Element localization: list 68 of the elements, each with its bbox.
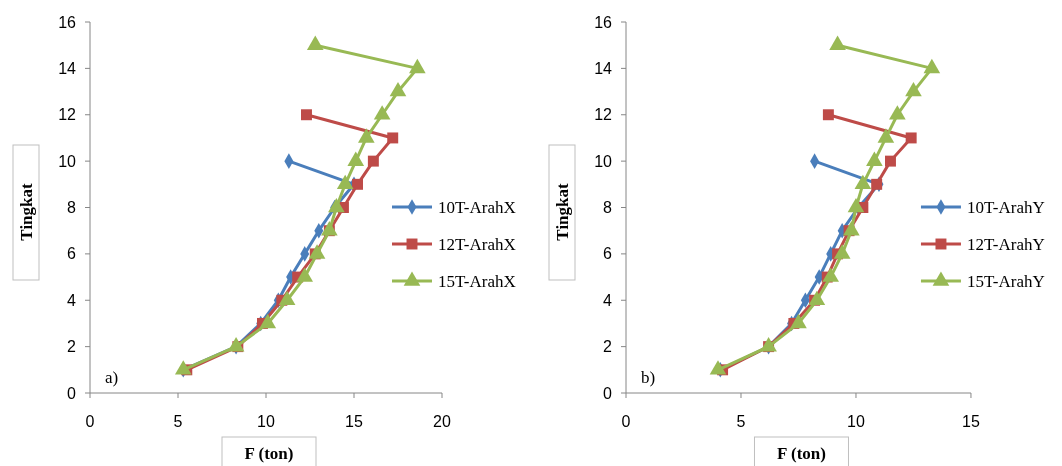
- y-tick-label: 12: [594, 106, 613, 124]
- point: [923, 58, 941, 74]
- point: [847, 197, 865, 213]
- point: [877, 128, 895, 143]
- legend-label: 15T-ArahX: [438, 271, 516, 291]
- y-tick-label: 4: [603, 291, 613, 309]
- x-tick-label: 20: [433, 413, 451, 430]
- y-tick-label: 0: [67, 384, 77, 402]
- y-axis-title: Tingkat: [17, 183, 36, 241]
- y-tick-label: 8: [603, 199, 613, 217]
- point: [347, 151, 365, 166]
- y-axis-title: Tingkat: [553, 183, 572, 241]
- legend-label: 10T-ArahY: [966, 197, 1045, 217]
- point: [328, 197, 345, 213]
- point: [866, 151, 883, 166]
- y-tick-label: 6: [603, 245, 613, 263]
- y-tick-label: 2: [603, 338, 613, 356]
- x-tick-label: 0: [621, 413, 631, 430]
- point: [358, 128, 375, 143]
- x-tick-label: 5: [736, 413, 746, 430]
- y-tick-label: 16: [594, 13, 613, 31]
- legend-label: 15T-ArahY: [966, 271, 1045, 291]
- point: [308, 244, 326, 259]
- x-tick-label: 10: [847, 413, 865, 430]
- point: [822, 267, 839, 282]
- point: [843, 221, 860, 236]
- legend-label: 12T-ArahX: [438, 234, 516, 254]
- y-tick-label: 10: [594, 152, 613, 170]
- point: [389, 81, 407, 97]
- point: [889, 105, 906, 120]
- y-tick-label: 8: [67, 199, 77, 217]
- point: [301, 109, 312, 121]
- annotation: a): [105, 368, 119, 387]
- x-tick-label: 10: [257, 413, 275, 430]
- point: [884, 155, 896, 167]
- point: [367, 155, 379, 167]
- y-tick-label: 4: [67, 291, 77, 309]
- x-tick-label: 15: [345, 413, 363, 430]
- y-tick-label: 0: [603, 384, 613, 402]
- y-tick-label: 10: [58, 152, 77, 170]
- point: [352, 178, 363, 190]
- legend-label: 10T-ArahX: [438, 197, 516, 217]
- annotation: b): [641, 368, 656, 387]
- point: [387, 132, 399, 144]
- point: [321, 221, 338, 236]
- y-tick-label: 16: [58, 13, 77, 31]
- point: [905, 81, 922, 97]
- y-tick-label: 6: [67, 245, 77, 263]
- point: [306, 35, 324, 50]
- point: [409, 58, 426, 74]
- point: [278, 290, 296, 306]
- y-tick-label: 2: [67, 338, 77, 356]
- legend-label: 12T-ArahY: [966, 234, 1045, 254]
- point: [854, 174, 872, 190]
- x-axis-title: F (ton): [777, 444, 826, 463]
- point: [829, 35, 846, 50]
- x-tick-label: 5: [173, 413, 183, 430]
- point: [336, 174, 354, 190]
- x-tick-label: 0: [85, 413, 95, 430]
- y-tick-label: 12: [58, 106, 77, 124]
- point: [833, 244, 851, 259]
- point: [808, 290, 826, 306]
- point: [373, 105, 391, 120]
- y-tick-label: 14: [594, 59, 613, 77]
- x-axis-title: F (ton): [244, 444, 294, 463]
- y-tick-label: 14: [58, 59, 77, 77]
- point: [905, 132, 917, 144]
- x-tick-label: 15: [962, 413, 980, 430]
